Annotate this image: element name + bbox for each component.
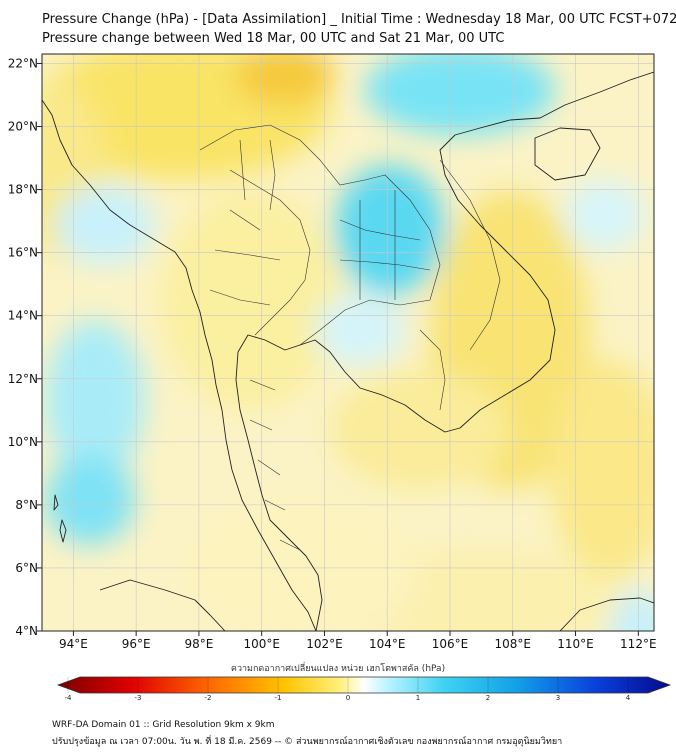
lat-label: 10°N xyxy=(8,435,38,449)
colorbar-tick-label: 0 xyxy=(346,694,350,702)
colorbar: -4 -3 -2 -1 0 1 2 3 4 xyxy=(56,676,672,702)
lat-label: 16°N xyxy=(8,246,38,260)
lon-label: 102°E xyxy=(306,637,343,651)
colorbar-tick-label: 3 xyxy=(556,694,560,702)
lon-label: 98°E xyxy=(184,637,213,651)
colorbar-tick-label: -4 xyxy=(65,694,73,702)
lat-label: 22°N xyxy=(8,56,38,70)
colorbar-tick-label: 1 xyxy=(416,694,420,702)
lon-label: 96°E xyxy=(122,637,151,651)
colorbar-ticks: -4 -3 -2 -1 0 1 2 3 4 xyxy=(65,677,631,702)
lat-label: 8°N xyxy=(15,498,38,512)
colorbar-title: ความกดอากาศเปลี่ยนแปลง หน่วย เฮกโตพาสคัล… xyxy=(230,664,446,674)
lon-label: 104°E xyxy=(369,637,406,651)
colorbar-tick-label: 2 xyxy=(486,694,490,702)
colorbar-bar xyxy=(56,676,672,694)
lat-label: 18°N xyxy=(8,183,38,197)
colorbar-tick-label: 4 xyxy=(626,694,631,702)
admin-borders xyxy=(199,124,501,551)
lat-label: 20°N xyxy=(8,120,38,134)
footer-credit: ปรับปรุงข้อมูล ณ เวลา 07:00น. วัน พ. ที่… xyxy=(52,737,563,747)
map-subtitle: Pressure change between Wed 18 Mar, 00 U… xyxy=(42,31,505,46)
lat-label: 4°N xyxy=(15,624,38,638)
coastlines xyxy=(42,71,654,631)
longitude-labels: 94°E 96°E 98°E 100°E 102°E 104°E 106°E 108°E 110… xyxy=(59,637,657,651)
map-frame xyxy=(41,53,655,632)
lon-label: 100°E xyxy=(243,637,280,651)
lat-label: 12°N xyxy=(8,372,38,386)
colorbar-tick-label: -2 xyxy=(205,694,212,702)
latitude-labels: 22°N 20°N 18°N 16°N 14°N 12°N 10°N 8°N 6°N 4°N xyxy=(8,56,38,638)
lon-label: 108°E xyxy=(495,637,532,651)
colorbar-tick-label: -1 xyxy=(275,694,282,702)
lat-label: 6°N xyxy=(15,561,38,575)
lon-label: 112°E xyxy=(620,637,657,651)
colorbar-tick-label: -3 xyxy=(135,694,142,702)
lon-label: 106°E xyxy=(432,637,469,651)
lat-label: 14°N xyxy=(8,309,38,323)
lon-label: 94°E xyxy=(59,637,88,651)
map-title: Pressure Change (hPa) - [Data Assimilati… xyxy=(42,12,676,27)
lon-label: 110°E xyxy=(557,637,594,651)
footer-model-info: WRF-DA Domain 01 :: Grid Resolution 9km … xyxy=(52,720,275,730)
pressure-field xyxy=(42,54,654,631)
pressure-change-map: 94°E 96°E 98°E 100°E 102°E 104°E 106°E 108°E 110… xyxy=(8,53,672,702)
axis-ticks xyxy=(37,62,639,636)
